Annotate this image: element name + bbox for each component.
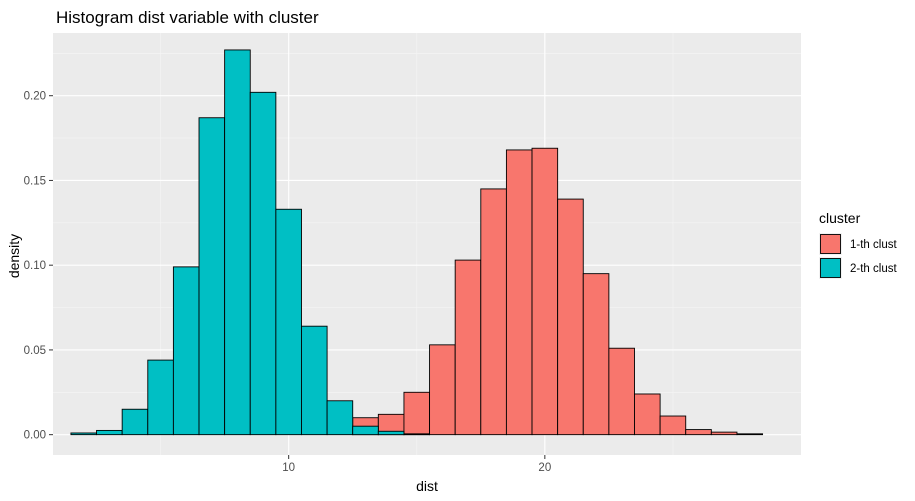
histogram-bar-series-1 bbox=[429, 344, 456, 436]
histogram-bar-series-1 bbox=[659, 415, 687, 436]
histogram-bar-series-2 bbox=[70, 432, 97, 436]
histogram-bar-series-1 bbox=[710, 431, 738, 436]
histogram-bar-series-1 bbox=[531, 147, 559, 436]
histogram-bar-series-1 bbox=[582, 273, 610, 436]
histogram-bar-series-1 bbox=[505, 149, 533, 436]
legend-swatch bbox=[820, 258, 841, 278]
histogram-bar-series-2 bbox=[249, 91, 277, 436]
histogram-bar-series-1 bbox=[685, 429, 712, 436]
y-tick-label: 0.10 bbox=[24, 260, 46, 272]
plot-panel bbox=[53, 33, 801, 455]
histogram-bar-series-2 bbox=[172, 266, 200, 436]
histogram-bar-series-2 bbox=[224, 49, 251, 436]
y-tick-label: 0.15 bbox=[24, 175, 46, 187]
histogram-bar-series-2 bbox=[147, 359, 174, 436]
chart-title: Histogram dist variable with cluster bbox=[56, 8, 319, 27]
histogram-bar-series-2 bbox=[301, 325, 328, 436]
histogram-bar-series-2 bbox=[121, 408, 149, 436]
y-tick-label: 0.20 bbox=[24, 91, 46, 103]
histogram-bar-series-2 bbox=[275, 208, 302, 436]
y-tick-label: 0.00 bbox=[24, 430, 46, 442]
histogram-bar-series-2 bbox=[326, 400, 354, 436]
legend-title: cluster bbox=[819, 210, 861, 226]
histogram-bar-series-1 bbox=[480, 188, 507, 436]
legend: cluster 1-th clust 2-th clust bbox=[819, 210, 897, 279]
y-axis: 0.00 0.05 0.10 0.15 0.20 bbox=[24, 91, 53, 442]
histogram-bar-series-1 bbox=[608, 347, 635, 436]
legend-swatch bbox=[820, 234, 841, 254]
histogram-bar-series-1 bbox=[403, 391, 431, 436]
x-axis-title: dist bbox=[416, 478, 438, 494]
x-tick-label: 20 bbox=[538, 462, 551, 474]
histogram-bar-series-1 bbox=[557, 198, 584, 436]
y-tick-label: 0.05 bbox=[24, 345, 46, 357]
histogram-bar-series-2 bbox=[377, 430, 405, 436]
histogram-bar-series-2 bbox=[403, 433, 431, 436]
histogram-bar-series-1 bbox=[736, 433, 764, 436]
legend-label: 1-th clust bbox=[850, 239, 897, 251]
legend-label: 2-th clust bbox=[850, 263, 897, 275]
y-axis-title: density bbox=[6, 234, 22, 278]
histogram-bar-series-1 bbox=[454, 259, 482, 436]
x-tick-label: 10 bbox=[282, 462, 295, 474]
histogram-bar-series-2 bbox=[198, 117, 226, 436]
histogram-bar-series-1 bbox=[634, 393, 661, 436]
histogram-bar-series-2 bbox=[352, 425, 379, 436]
x-axis: 10 20 bbox=[282, 455, 551, 474]
histogram-bar-series-2 bbox=[96, 429, 123, 436]
